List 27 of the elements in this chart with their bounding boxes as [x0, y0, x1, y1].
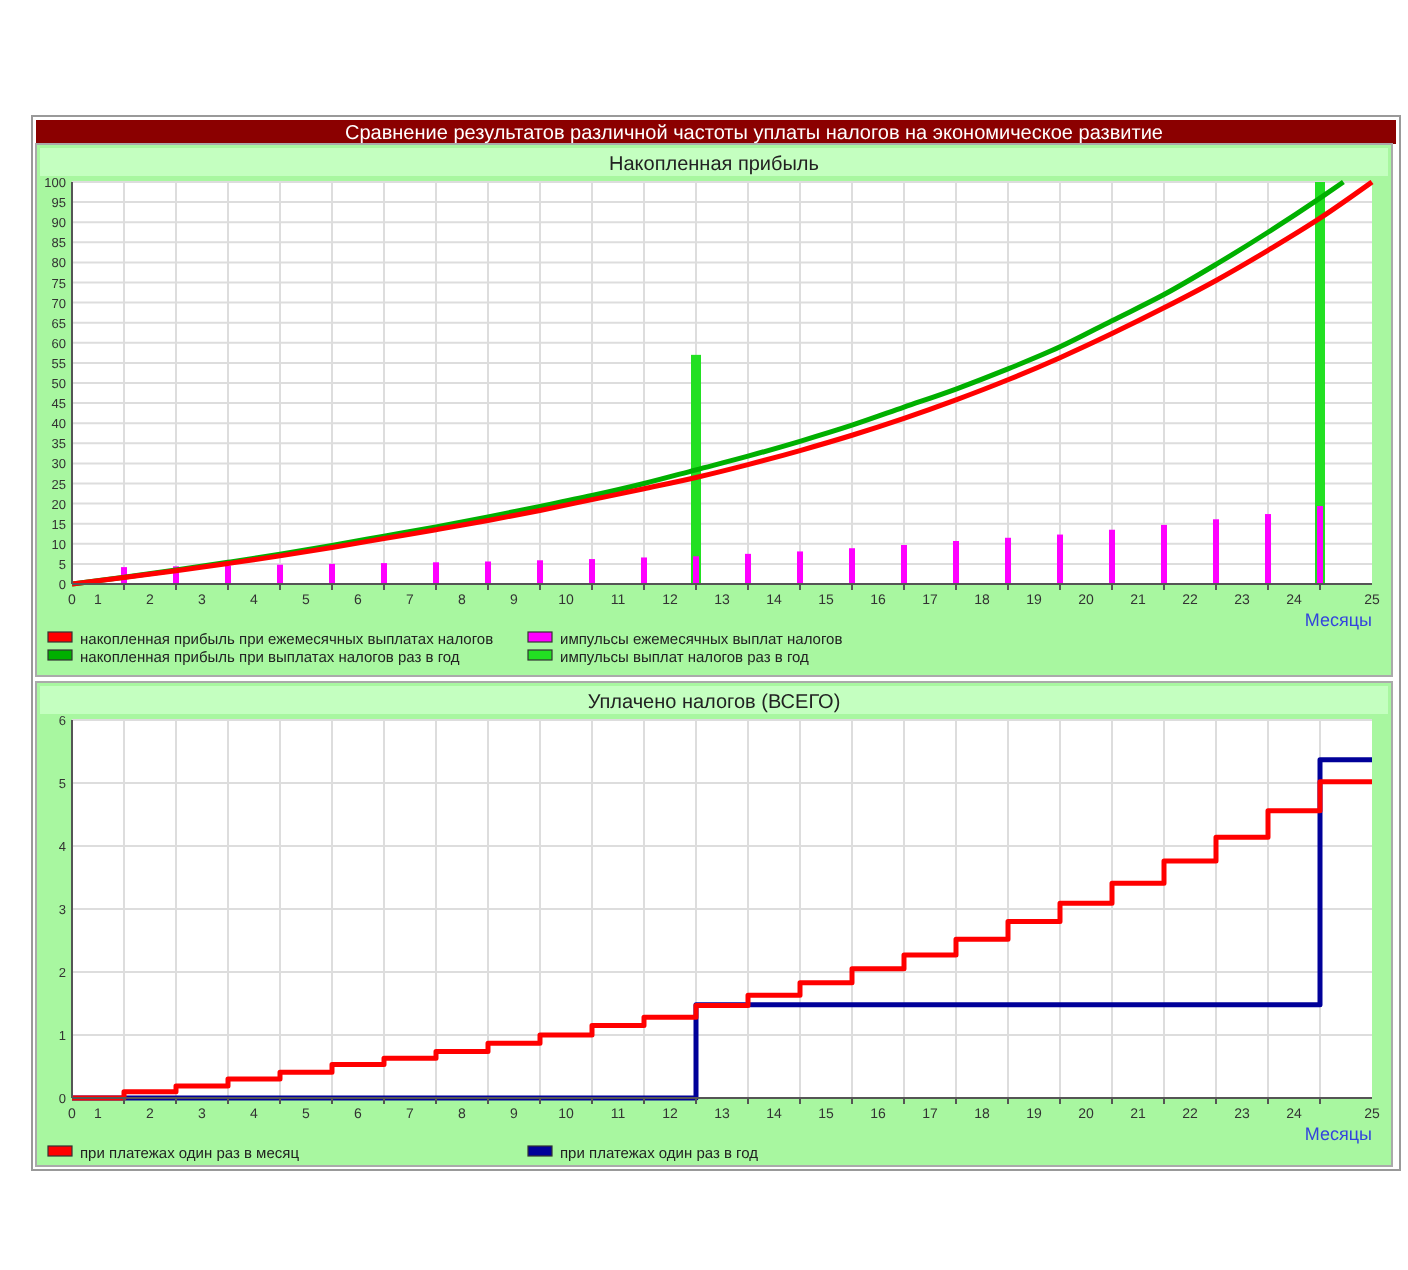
bar — [901, 545, 907, 584]
bar — [1265, 514, 1271, 584]
x-axis-title: Месяцы — [1304, 1124, 1372, 1144]
bar — [1109, 529, 1115, 584]
bar — [1057, 534, 1063, 584]
bar — [797, 551, 803, 584]
bar — [953, 540, 959, 584]
bar — [537, 560, 543, 584]
chart-title: Уплачено налогов (ВСЕГО) — [587, 692, 841, 714]
x-axis-title: Месяцы — [1304, 610, 1372, 630]
bar — [277, 564, 283, 584]
bar — [693, 556, 699, 584]
chart-title: Сравнение результатов различной частоты уплаты налогов на экономическое развитие — [345, 123, 1164, 145]
bar — [849, 548, 855, 584]
chart-subtitle: Накопленная прибыль — [609, 154, 819, 176]
bar — [1161, 524, 1167, 584]
bar — [589, 559, 595, 584]
bar — [433, 562, 439, 584]
bar — [381, 563, 387, 584]
bar — [745, 553, 751, 584]
bar — [485, 561, 491, 584]
bar — [225, 565, 231, 584]
bar — [1317, 506, 1323, 584]
bar — [329, 563, 335, 584]
bar — [641, 557, 647, 584]
bar — [1005, 537, 1011, 584]
bar — [1213, 519, 1219, 584]
